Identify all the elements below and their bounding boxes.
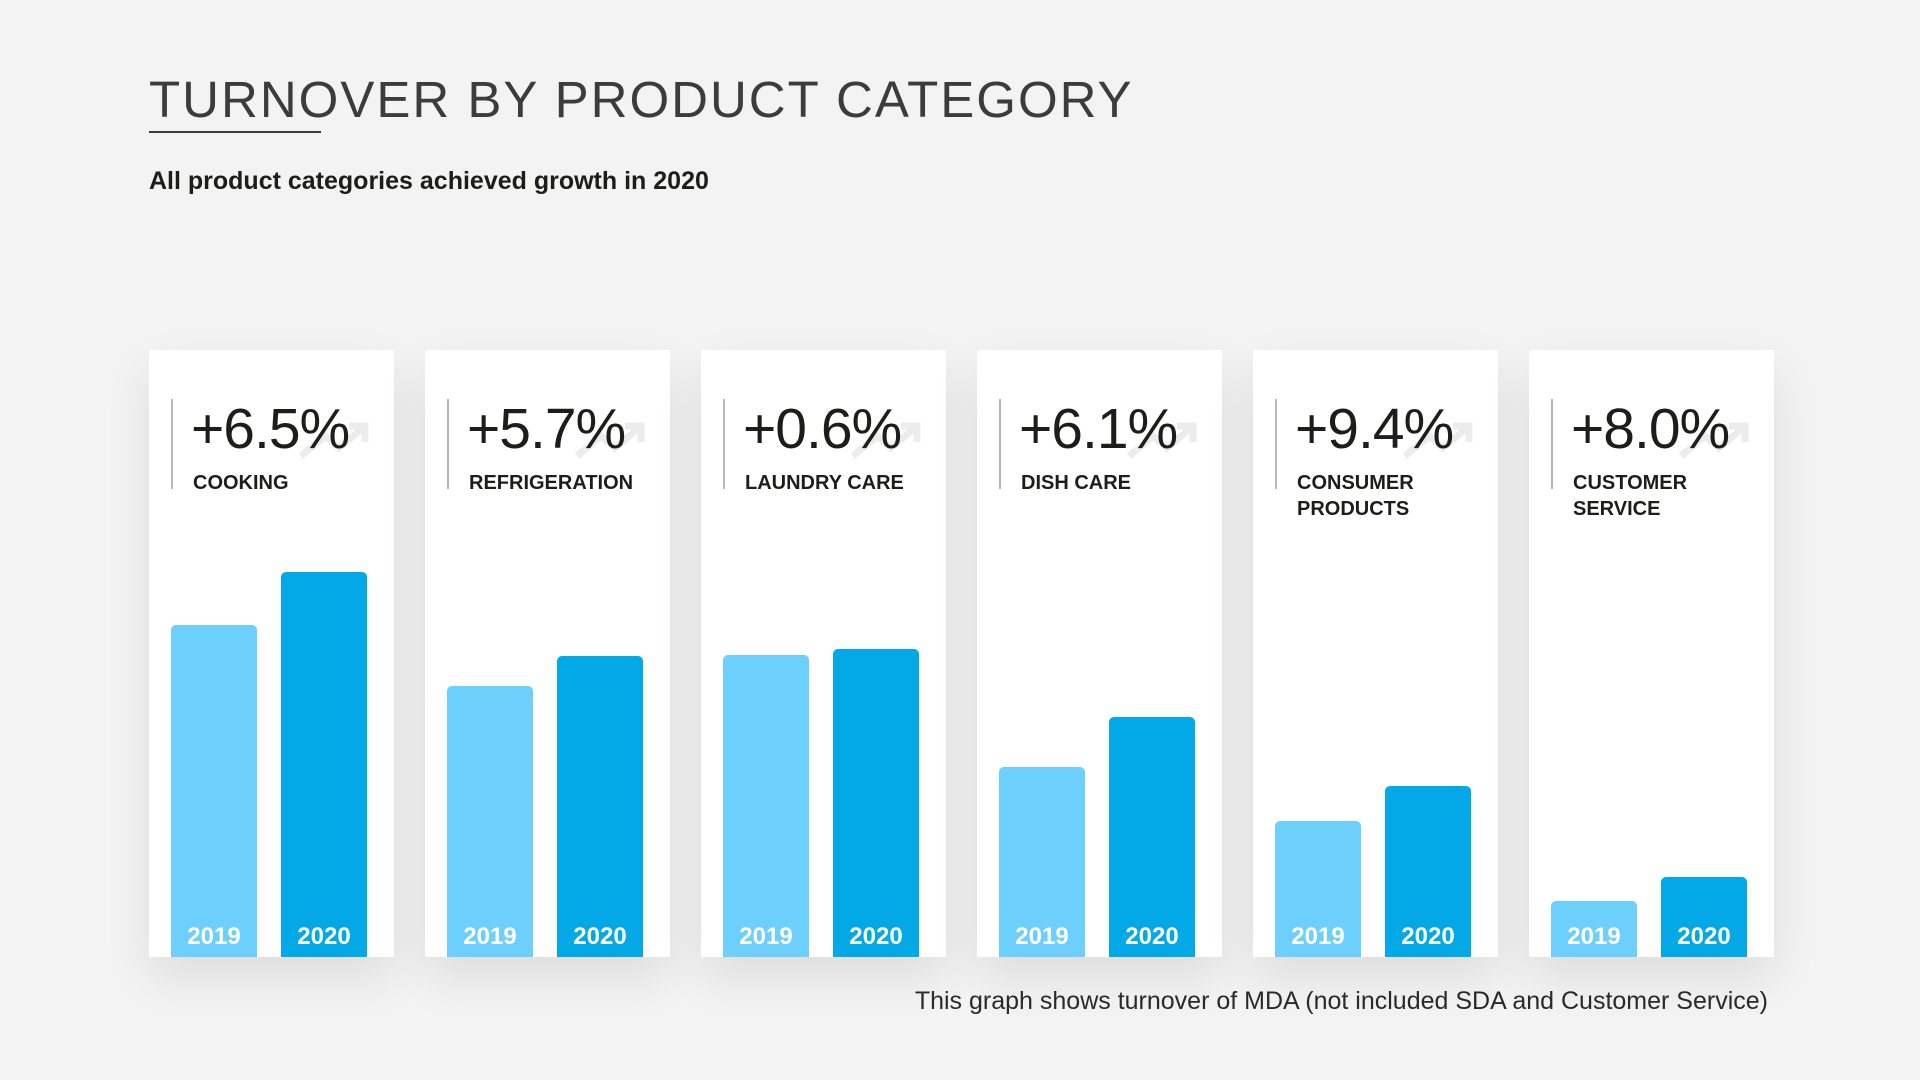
category-label: CUSTOMER SERVICE: [1573, 472, 1688, 520]
bar-2019: [447, 686, 533, 957]
bar-2019: [999, 767, 1085, 957]
bar-2019: [723, 655, 809, 957]
bar-2020: [833, 649, 919, 957]
bar-year-label: 2019: [463, 923, 516, 950]
bar-year-label: 2019: [1567, 923, 1620, 950]
category-card: +6.5% COOKING 2019 2020: [149, 350, 394, 957]
bars-svg: 2019 2020: [999, 717, 1195, 957]
bar-2020: [557, 656, 643, 957]
category-card: +5.7% REFRIGERATION 2019 2020: [425, 350, 670, 957]
card-divider-line: [1551, 399, 1553, 489]
bars-svg: 2019 2020: [723, 649, 919, 957]
category-label: COOKING: [193, 472, 289, 494]
bar-2020: [1661, 877, 1747, 957]
card-divider-line: [723, 399, 725, 489]
card-divider-line: [999, 399, 1001, 489]
trend-arrow-icon: [299, 422, 369, 459]
bar-year-label: 2020: [1401, 923, 1454, 950]
category-card: +8.0% CUSTOMER SERVICE 2019 2020: [1529, 350, 1774, 957]
footnote: This graph shows turnover of MDA (not in…: [914, 987, 1768, 1015]
bar-year-label: 2020: [1125, 923, 1178, 950]
category-card: +9.4% CONSUMER PRODUCTS 2019 2020: [1253, 350, 1498, 957]
growth-percent: +9.4%: [1295, 397, 1454, 461]
growth-percent: +5.7%: [467, 397, 626, 461]
bars-svg: 2019 2020: [1275, 786, 1471, 957]
bar-year-label: 2019: [739, 923, 792, 950]
bar-year-label: 2020: [849, 923, 902, 950]
bar-year-label: 2020: [573, 923, 626, 950]
trend-arrow-icon: [1679, 422, 1749, 459]
trend-arrow-icon: [1127, 422, 1197, 459]
bar-2020: [1385, 786, 1471, 957]
category-label: DISH CARE: [1021, 472, 1132, 494]
bars-svg: 2019 2020: [447, 656, 643, 957]
bar-2019: [1551, 901, 1637, 957]
bar-2019: [1275, 821, 1361, 957]
trend-arrow-icon: [575, 422, 645, 459]
category-card: +0.6% LAUNDRY CARE 2019 2020: [701, 350, 946, 957]
card-divider-line: [447, 399, 449, 489]
page-title: TURNOVER BY PRODUCT CATEGORY: [149, 71, 1134, 128]
card-divider-line: [171, 399, 173, 489]
bar-year-label: 2020: [297, 923, 350, 950]
title-underline: [149, 131, 321, 133]
bars-svg: 2019 2020: [1551, 877, 1747, 957]
page-subtitle: All product categories achieved growth i…: [149, 167, 709, 195]
card-divider-line: [1275, 399, 1277, 489]
growth-percent: +6.1%: [1019, 397, 1178, 461]
bars-svg: 2019 2020: [171, 572, 367, 957]
bar-year-label: 2020: [1677, 923, 1730, 950]
bar-year-label: 2019: [187, 923, 240, 950]
category-label: REFRIGERATION: [469, 472, 634, 494]
category-label: CONSUMER PRODUCTS: [1297, 472, 1414, 520]
trend-arrow-icon: [1403, 422, 1473, 459]
trend-arrow-icon: [851, 422, 921, 459]
bar-year-label: 2019: [1015, 923, 1068, 950]
bar-2019: [171, 625, 257, 957]
bar-year-label: 2019: [1291, 923, 1344, 950]
growth-percent: +6.5%: [191, 397, 350, 461]
bar-2020: [1109, 717, 1195, 957]
category-card: +6.1% DISH CARE 2019 2020: [977, 350, 1222, 957]
bar-2020: [281, 572, 367, 957]
category-label: LAUNDRY CARE: [745, 472, 904, 494]
growth-percent: +8.0%: [1571, 397, 1730, 461]
growth-percent: +0.6%: [743, 397, 902, 461]
